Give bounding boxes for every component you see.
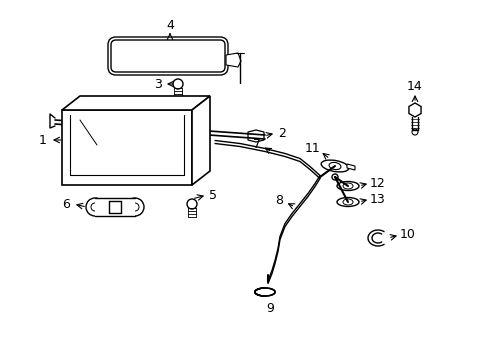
Polygon shape — [192, 96, 209, 185]
Text: 13: 13 — [369, 193, 385, 206]
Polygon shape — [408, 103, 420, 117]
FancyBboxPatch shape — [111, 40, 224, 72]
Text: 6: 6 — [62, 198, 70, 211]
Text: 8: 8 — [274, 194, 283, 207]
Text: 14: 14 — [407, 80, 422, 93]
Text: 10: 10 — [399, 229, 415, 242]
Text: 9: 9 — [265, 302, 273, 315]
Circle shape — [331, 174, 337, 180]
Text: 11: 11 — [305, 141, 320, 154]
Bar — [95, 198, 135, 216]
Text: 5: 5 — [208, 189, 217, 202]
Text: 12: 12 — [369, 176, 385, 189]
FancyBboxPatch shape — [108, 37, 227, 75]
Bar — [62, 110, 192, 185]
Text: 7: 7 — [252, 138, 261, 150]
Polygon shape — [62, 96, 209, 110]
Text: 3: 3 — [154, 77, 162, 90]
Polygon shape — [346, 164, 354, 170]
Text: 2: 2 — [278, 126, 285, 140]
Text: 1: 1 — [39, 134, 47, 147]
Text: 4: 4 — [166, 18, 174, 32]
Polygon shape — [225, 53, 241, 67]
Polygon shape — [247, 130, 264, 142]
